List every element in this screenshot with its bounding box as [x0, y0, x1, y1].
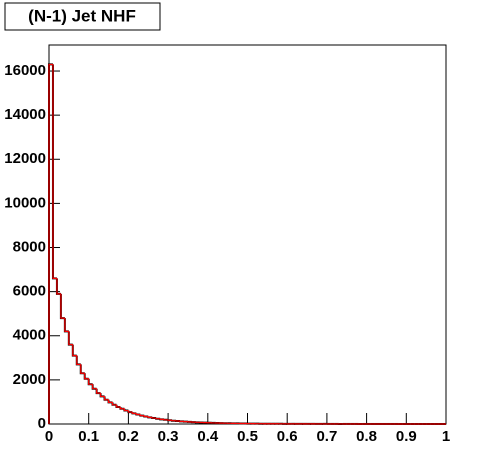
histogram-bin	[107, 399, 113, 403]
histogram-bin	[139, 414, 145, 417]
histogram-bin	[92, 384, 97, 390]
plot-frame	[48, 44, 447, 425]
x-tick-label: 0.6	[277, 428, 298, 445]
y-tick-label: 6000	[13, 283, 46, 300]
x-tick-label: 0.2	[118, 428, 139, 445]
histogram-bin	[143, 415, 149, 418]
histogram-bin	[159, 418, 165, 420]
y-tick-label: 16000	[4, 62, 46, 79]
histogram-bin	[103, 396, 109, 401]
histogram-bin	[72, 344, 77, 357]
histogram-bin	[64, 318, 69, 332]
histogram-bin	[135, 413, 141, 416]
x-tick-label: 0.7	[316, 428, 337, 445]
histogram-bin	[96, 388, 101, 394]
histogram-bin	[52, 64, 57, 279]
histogram-bin	[76, 355, 81, 366]
x-tick-label: 0.3	[158, 428, 179, 445]
histogram-bin	[115, 404, 121, 408]
histogram-bin	[127, 410, 133, 413]
histogram-bin	[100, 393, 105, 398]
x-tick-label: 0.4	[197, 428, 219, 445]
y-tick-label: 10000	[4, 194, 46, 211]
histogram-bin	[119, 407, 125, 410]
histogram-bin	[84, 373, 89, 380]
y-tick-label: 12000	[4, 150, 46, 167]
histogram-bin	[123, 408, 129, 412]
y-tick-label: 8000	[13, 238, 46, 255]
histogram-bin	[56, 278, 61, 295]
y-tick-label: 14000	[4, 106, 46, 123]
histogram-bin	[147, 416, 153, 418]
x-tick-label: 1	[442, 428, 450, 445]
chart-title: (N-1) Jet NHF	[28, 6, 136, 25]
x-tick-label: 0.9	[396, 428, 417, 445]
y-tick-label: 2000	[13, 371, 46, 388]
x-tick-label: 0	[45, 428, 53, 445]
y-tick-label: 4000	[13, 327, 46, 344]
histogram-bin	[68, 331, 73, 346]
histogram-bin	[60, 293, 65, 319]
histogram-bin	[80, 364, 85, 374]
histogram-bin	[111, 402, 117, 406]
histogram-bin	[155, 418, 161, 420]
histogram-bin	[48, 63, 53, 424]
histogram-bin	[151, 417, 157, 419]
x-tick-label: 0.5	[237, 428, 258, 445]
histogram-bin	[88, 378, 93, 385]
x-tick-label: 0.8	[356, 428, 377, 445]
title-box	[4, 2, 161, 31]
histogram-bin	[131, 412, 137, 415]
y-tick-label: 0	[38, 415, 46, 432]
x-tick-label: 0.1	[78, 428, 99, 445]
